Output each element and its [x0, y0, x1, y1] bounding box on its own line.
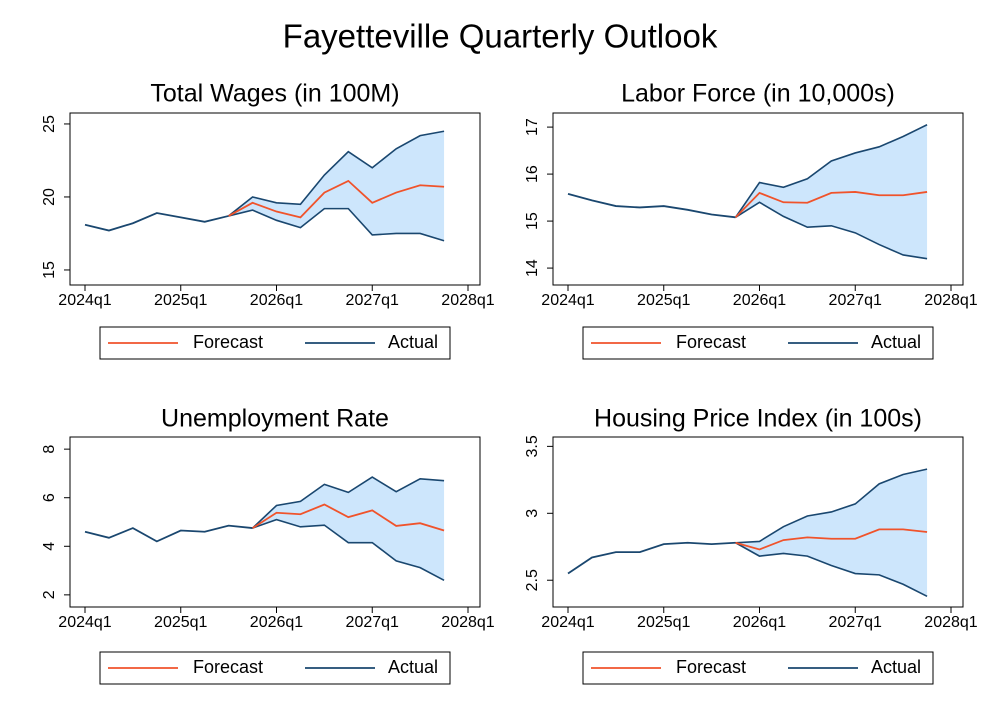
legend-label: Forecast	[193, 332, 263, 352]
subplot-title: Unemployment Rate	[161, 405, 389, 433]
x-tick-label: 2027q1	[829, 292, 882, 309]
y-tick-label: 2	[41, 590, 58, 599]
x-tick-label: 2026q1	[733, 614, 786, 631]
x-tick-label: 2028q1	[924, 614, 977, 631]
x-tick-label: 2024q1	[58, 292, 111, 309]
x-tick-label: 2026q1	[250, 614, 303, 631]
legend-label: Actual	[871, 657, 921, 677]
plot-frame	[69, 436, 481, 608]
series-line	[734, 191, 928, 218]
interval-band	[252, 477, 445, 581]
series-line	[735, 528, 928, 551]
legend-label: Actual	[388, 332, 438, 352]
plot-frame	[552, 112, 964, 286]
y-tick-label: 6	[41, 493, 58, 502]
y-tick-label: 25	[41, 115, 58, 133]
y-tick-label: 16	[524, 165, 541, 183]
y-tick-label: 14	[524, 259, 541, 277]
subplot-title: Housing Price Index (in 100s)	[594, 405, 922, 433]
x-tick-label: 2027q1	[346, 614, 399, 631]
interval-band	[735, 469, 928, 597]
legend-label: Forecast	[193, 657, 263, 677]
x-tick-label: 2025q1	[637, 614, 690, 631]
x-tick-label: 2025q1	[154, 292, 207, 309]
series-line	[567, 192, 736, 219]
subplot-title: Total Wages (in 100M)	[150, 80, 399, 108]
legend-label: Forecast	[676, 657, 746, 677]
x-tick-label: 2024q1	[541, 614, 594, 631]
y-tick-label: 15	[41, 261, 58, 279]
series-line	[228, 179, 445, 219]
subplot-title: Labor Force (in 10,000s)	[621, 80, 895, 108]
interval-upper	[252, 476, 445, 529]
y-tick-label: 17	[524, 118, 541, 136]
y-tick-label: 2.5	[524, 569, 541, 591]
series-line	[84, 212, 229, 232]
y-tick-label: 8	[41, 445, 58, 454]
legend-label: Actual	[871, 332, 921, 352]
x-tick-label: 2028q1	[441, 614, 494, 631]
x-tick-label: 2028q1	[924, 292, 977, 309]
interval-band	[735, 124, 928, 259]
y-tick-label: 4	[41, 542, 58, 551]
x-tick-label: 2025q1	[637, 292, 690, 309]
interval-upper	[734, 124, 928, 218]
series-line	[252, 503, 445, 532]
interval-lower	[735, 201, 928, 260]
plot-frame	[69, 112, 481, 286]
interval-upper	[735, 468, 928, 544]
x-tick-label: 2027q1	[346, 292, 399, 309]
x-tick-label: 2026q1	[733, 292, 786, 309]
x-tick-label: 2026q1	[250, 292, 303, 309]
y-tick-label: 3	[524, 509, 541, 518]
interval-lower	[228, 207, 445, 242]
x-tick-label: 2028q1	[441, 292, 494, 309]
interval-lower	[252, 518, 445, 581]
x-tick-label: 2024q1	[541, 292, 594, 309]
legend-label: Forecast	[676, 332, 746, 352]
y-tick-label: 3.5	[524, 435, 541, 457]
x-tick-label: 2027q1	[829, 614, 882, 631]
figure-title: Fayetteville Quarterly Outlook	[283, 18, 718, 55]
y-tick-label: 15	[524, 212, 541, 230]
x-tick-label: 2025q1	[154, 614, 207, 631]
interval-lower	[735, 542, 928, 598]
series-line	[84, 524, 253, 543]
plot-frame	[552, 436, 964, 608]
y-tick-label: 20	[41, 188, 58, 206]
legend-label: Actual	[388, 657, 438, 677]
series-line	[567, 541, 736, 575]
x-tick-label: 2024q1	[58, 614, 111, 631]
interval-upper	[228, 130, 445, 217]
